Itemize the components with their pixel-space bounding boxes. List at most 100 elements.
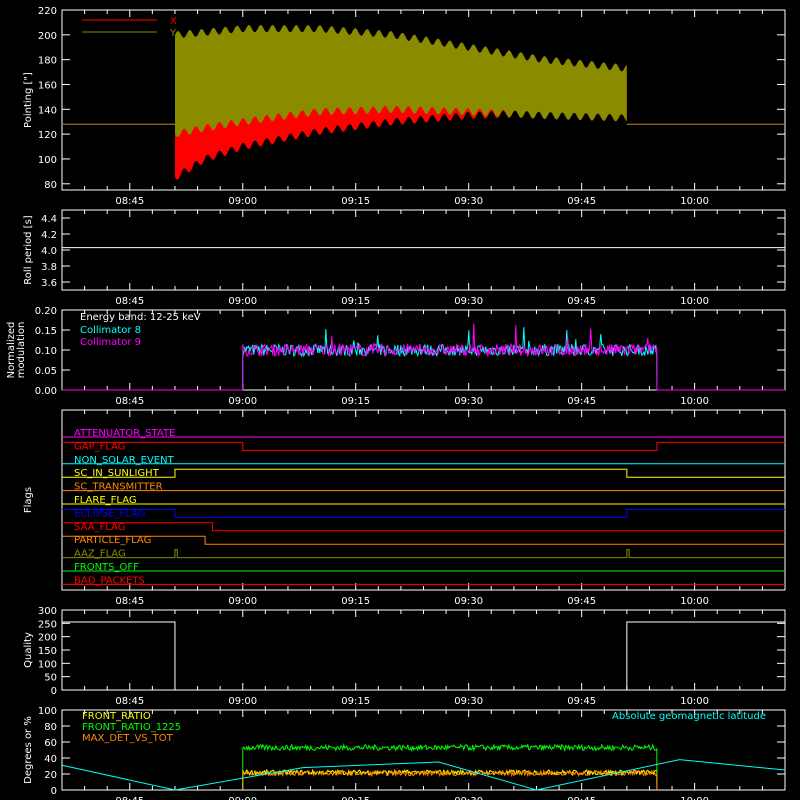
x-tick-label: 09:45 [567,296,596,307]
panels: 08:45 09:00 09:15 09:30 09:45 10:00 80 100 120 14… [6,6,786,800]
x-tick-label: 09:30 [454,796,483,800]
series-geomagnetic-latitude [61,759,786,791]
x-tick-label: 08:45 [115,196,144,207]
y-tick-label: 100 [38,155,57,166]
panel-4: 08:45 09:00 09:15 09:30 09:45 10:00 Flags ATTEN… [23,409,786,607]
x-tick-label: 09:15 [341,196,370,207]
y-tick-label: 180 [38,56,57,67]
y-tick-label: 0 [51,786,57,797]
x-tick-label: 09:45 [567,396,596,407]
x-tick-label: 09:15 [341,696,370,707]
x-tick-label: 08:45 [115,796,144,800]
flag-label: BAD_PACKETS [74,575,145,586]
y-tick-label: 0.10 [35,346,57,357]
x-tick-label: 09:15 [341,396,370,407]
y-tick-label: 0.15 [35,326,57,337]
x-tick-label: 09:30 [454,296,483,307]
flag-saa-flag [62,522,785,532]
x-tick-label: 08:45 [115,696,144,707]
x-tick-label: 09:45 [567,796,596,800]
flag-aaz-flag [62,549,785,559]
series-collimator-9 [62,323,785,391]
y-tick-label: 100 [38,659,57,670]
x-tick-label: 09:15 [341,596,370,607]
quality-line [62,621,785,691]
y-tick-label: 40 [44,754,57,765]
flag-label: AAZ_FLAG [74,549,126,560]
legend-label: Collimator 8 [80,325,141,336]
x-tick-label: 09:15 [341,796,370,800]
y-axis-label: Degrees or % [23,716,34,784]
x-tick-label: 09:30 [454,696,483,707]
y-tick-label: 0 [51,686,57,697]
flag-sc-in-sunlight [62,468,785,478]
x-tick-label: 09:00 [228,796,257,800]
x-tick-label: 09:45 [567,596,596,607]
y-tick-label: 140 [38,105,57,116]
y-tick-label: 60 [44,738,57,749]
series-y-band [175,24,627,138]
flag-label: FLARE_FLAG [74,495,137,506]
x-tick-label: 09:00 [228,396,257,407]
y-tick-label: 20 [44,770,57,781]
y-axis-label: Quality [23,632,34,668]
y-tick-label: 150 [38,646,57,657]
y-axis-label: Pointing ["] [23,72,34,128]
x-tick-label: 09:15 [341,296,370,307]
y-tick-label: 0.20 [35,306,57,317]
y-tick-label: 0.00 [35,386,57,397]
x-tick-label: 10:00 [680,696,709,707]
y-tick-label: 3.6 [41,278,57,289]
y-tick-label: 4.2 [41,230,57,241]
y-tick-label: 160 [38,80,57,91]
x-tick-label: 08:45 [115,396,144,407]
x-tick-label: 10:00 [680,296,709,307]
x-tick-label: 09:00 [228,696,257,707]
flag-label: ECLIPSE_FLAG [74,508,145,519]
panel-2: 08:45 09:00 09:15 09:30 09:45 10:00 3.6 3.8 4.0 4… [23,209,786,307]
y-axis-label: Normalized [6,322,17,379]
flag-label: FRONTS_OFF [74,562,139,573]
flag-gap-flag [62,441,785,451]
legend-label: FRONT_RATIO_1225 [82,722,181,733]
flag-label: GAP_FLAG [74,441,126,452]
y-axis-label: Flags [23,487,34,513]
series-front-ratio [242,768,658,791]
legend-label: X [170,16,177,27]
series-collimator-8 [62,327,785,391]
y-axis-label: Roll period [s] [23,215,34,284]
geomagnetic-latitude-label: Absolute geomagnetic latitude [612,711,766,722]
flag-label: SC_IN_SUNLIGHT [74,468,160,479]
x-tick-label: 09:30 [454,396,483,407]
flag-eclipse-flag [62,508,785,518]
panel-1: 08:45 09:00 09:15 09:30 09:45 10:00 80 100 120 14… [23,6,786,207]
x-tick-label: 09:00 [228,196,257,207]
flag-label: PARTICLE_FLAG [74,535,151,546]
y-tick-label: 4.4 [41,214,57,225]
flag-particle-flag [62,535,785,545]
y-tick-label: 200 [38,633,57,644]
legend-label: Collimator 9 [80,337,141,348]
x-tick-label: 09:45 [567,696,596,707]
x-tick-label: 08:45 [115,596,144,607]
x-tick-label: 08:45 [115,296,144,307]
x-tick-label: 09:30 [454,196,483,207]
x-tick-label: 09:00 [228,296,257,307]
y-axis-label: modulation [16,322,27,379]
flag-label: NON_SOLAR_EVENT [74,455,175,466]
series-max-det-vs-tot [242,768,658,791]
panel-6: 08:45 09:00 09:15 09:30 09:45 10:00 0 20 40 60 80 1… [23,706,786,800]
panel-5: 08:45 09:00 09:15 09:30 09:45 10:00 0 50 100 150 2… [23,606,786,707]
y-tick-label: 3.8 [41,262,57,273]
panel-3: 08:45 09:00 09:15 09:30 09:45 10:00 0.00 0.05 0.… [6,306,786,407]
legend-label: MAX_DET_VS_TOT [82,733,174,744]
y-tick-label: 80 [44,180,57,191]
y-tick-label: 120 [38,130,57,141]
y-tick-label: 300 [38,606,57,617]
y-tick-label: 200 [38,31,57,42]
x-tick-label: 10:00 [680,196,709,207]
y-tick-label: 250 [38,619,57,630]
y-tick-label: 80 [44,722,57,733]
legend-label: Y [169,28,177,39]
